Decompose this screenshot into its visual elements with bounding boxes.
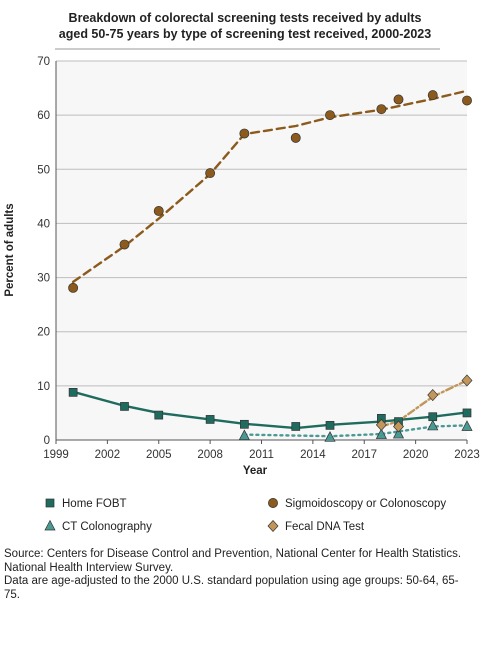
data-point-sigmoidoscopy-or-colonoscopy-2000 <box>68 282 79 293</box>
y-tick-label: 20 <box>37 327 50 339</box>
data-point-sigmoidoscopy-or-colonoscopy-2013 <box>290 132 301 143</box>
x-tick-label: 2008 <box>197 449 223 461</box>
data-point-sigmoidoscopy-or-colonoscopy-2010 <box>239 128 250 139</box>
legend-marker-ct-colonography <box>44 519 56 531</box>
chart: Breakdown of colorectal screening tests … <box>4 11 480 533</box>
data-point-ct-colonography-2023 <box>461 420 473 431</box>
data-point-home-fobt-2023 <box>462 408 472 418</box>
y-tick-label: 40 <box>37 218 50 230</box>
y-tick-label: 0 <box>44 435 50 447</box>
data-point-ct-colonography-2015 <box>324 431 336 442</box>
trend-line-sigmoidoscopy-or-colonoscopy <box>71 89 469 284</box>
data-point-sigmoidoscopy-or-colonoscopy-2023 <box>462 95 472 106</box>
legend-marker-fecal-dna-test <box>267 519 279 533</box>
y-tick-label: 70 <box>37 56 50 68</box>
chart-title-line-2: aged 50-75 years by type of screening te… <box>59 27 431 41</box>
data-point-ct-colonography-2018 <box>375 428 387 439</box>
y-tick-label: 30 <box>37 273 50 285</box>
trend-lines <box>71 89 469 438</box>
data-point-home-fobt-2003 <box>120 402 129 411</box>
x-tick-label: 2017 <box>351 449 377 461</box>
x-tick-label: 1999 <box>43 449 69 461</box>
trend-line-home-fobt <box>71 390 469 430</box>
legend-label-home-fobt: Home FOBT <box>62 498 127 510</box>
source-line-1: Source: Centers for Disease Control and … <box>4 548 462 560</box>
source-note: Source: Centers for Disease Control and … <box>4 548 487 602</box>
source-line-3: Data are age-adjusted to the 2000 U.S. s… <box>4 575 459 587</box>
legend-marker-home-fobt <box>45 498 55 508</box>
plot-area <box>56 61 467 440</box>
data-point-fecal-dna-test-2021 <box>427 389 439 402</box>
data-point-home-fobt-2013 <box>291 422 301 431</box>
data-point-sigmoidoscopy-or-colonoscopy-2008 <box>205 168 216 179</box>
data-point-sigmoidoscopy-or-colonoscopy-2003 <box>119 239 130 250</box>
x-tick-label: 2011 <box>249 449 274 461</box>
y-tick-label: 50 <box>37 164 50 176</box>
data-point-sigmoidoscopy-or-colonoscopy-2005 <box>153 206 164 216</box>
data-point-sigmoidoscopy-or-colonoscopy-2015 <box>325 110 335 121</box>
legend-label-ct-colonography: CT Colonography <box>62 521 152 533</box>
data-point-home-fobt-2005 <box>154 410 164 420</box>
x-tick-label: 2005 <box>146 449 172 461</box>
data-point-ct-colonography-2021 <box>427 419 439 431</box>
x-tick-label: 2014 <box>300 449 326 461</box>
data-point-fecal-dna-test-2019 <box>393 420 404 433</box>
data-point-fecal-dna-test-2023 <box>461 374 473 387</box>
source-line-2: National Health Interview Survey. <box>4 561 174 574</box>
legend-marker-sigmoidoscopy-or-colonoscopy <box>268 498 278 508</box>
data-point-home-fobt-2021 <box>428 412 438 422</box>
x-tick-label: 2002 <box>95 449 121 461</box>
data-point-ct-colonography-2010 <box>238 429 250 441</box>
data-point-home-fobt-2008 <box>205 415 215 424</box>
data-point-fecal-dna-test-2018 <box>375 418 387 431</box>
legend-label-sigmoidoscopy-or-colonoscopy: Sigmoidoscopy or Colonoscopy <box>285 498 446 510</box>
x-tick-label: 2023 <box>454 449 480 461</box>
x-axis-label: Year <box>243 465 268 477</box>
data-point-sigmoidoscopy-or-colonoscopy-2021 <box>427 90 438 101</box>
source-line-4: 75. <box>4 588 20 601</box>
y-tick-label: 60 <box>37 110 50 122</box>
data-point-home-fobt-2015 <box>325 421 335 430</box>
x-tick-label: 2020 <box>403 449 429 461</box>
y-tick-label: 10 <box>37 381 50 393</box>
data-point-home-fobt-2010 <box>240 419 249 429</box>
y-axis-label: Percent of adults <box>4 203 16 296</box>
y-axis-ticks: 0 10 20 30 40 50 60 70 <box>37 56 50 447</box>
chart-title-line-1: Breakdown of colorectal screening tests … <box>69 11 422 25</box>
data-point-sigmoidoscopy-or-colonoscopy-2019 <box>393 94 404 105</box>
legend-label-fecal-dna-test: Fecal DNA Test <box>285 521 365 533</box>
data-point-sigmoidoscopy-or-colonoscopy-2018 <box>376 104 387 115</box>
x-axis-ticks: 1999 2002 2005 2008 2011 2014 2017 2020 2023 <box>43 440 480 461</box>
data-point-ct-colonography-2019 <box>392 427 405 439</box>
data-markers <box>68 90 473 442</box>
data-point-home-fobt-2000 <box>68 388 78 397</box>
trend-line-fecal-dna-test <box>380 379 469 428</box>
legend: Home FOBT Sigmoidoscopy or Colonoscopy CT … <box>44 498 446 533</box>
